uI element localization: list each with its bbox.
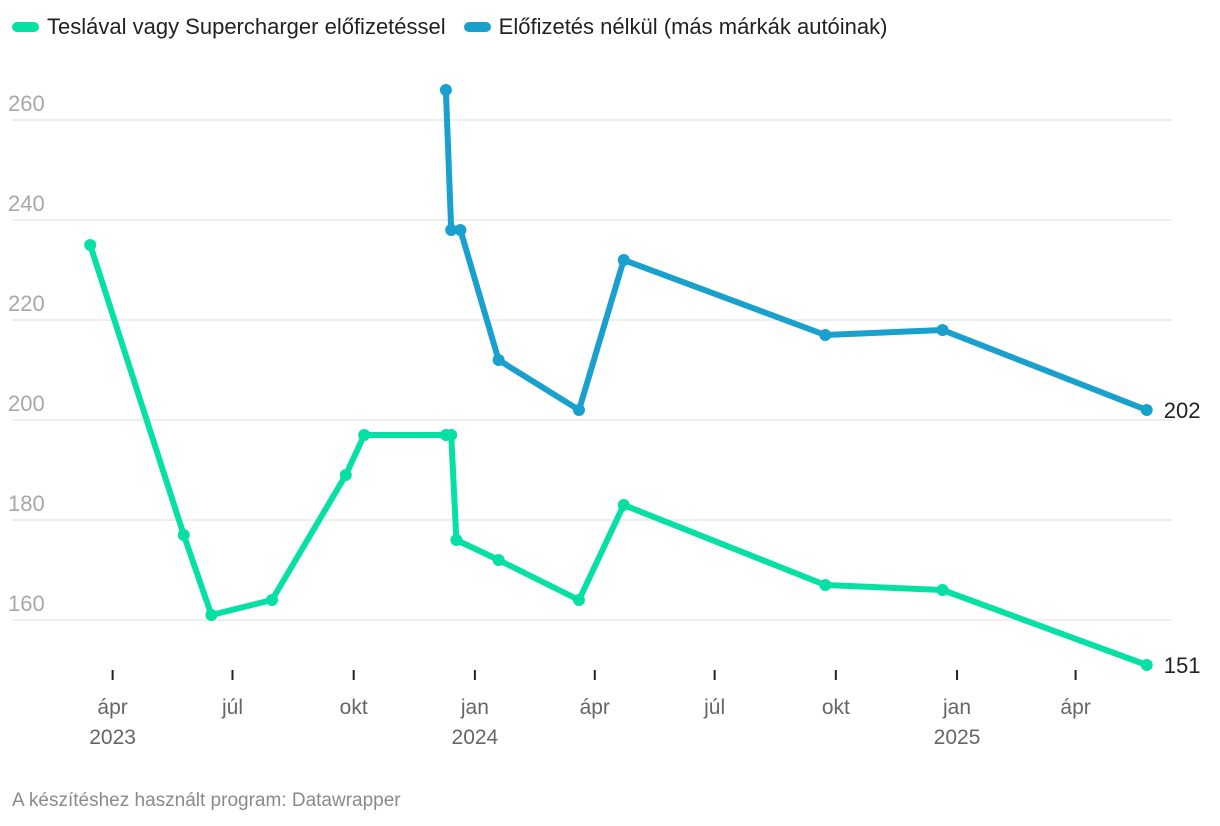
data-point: [819, 329, 832, 341]
legend: Teslával vagy Supercharger előfizetéssel…: [12, 14, 905, 40]
data-point: [572, 404, 585, 416]
x-tick-label: okt: [340, 696, 368, 719]
data-point: [492, 554, 505, 566]
data-point: [445, 429, 458, 441]
y-tick-label: 260: [8, 91, 45, 116]
series-line-0: [87, 242, 1150, 668]
data-point: [617, 254, 630, 266]
data-point: [936, 324, 949, 336]
x-tick-label: jan: [460, 696, 489, 719]
data-point: [454, 224, 467, 236]
x-tick-label: ápr: [97, 696, 127, 719]
footer-credit: A készítéshez használt program: Datawrap…: [12, 790, 401, 811]
data-points: [84, 84, 1153, 671]
legend-label-tesla: Teslával vagy Supercharger előfizetéssel: [47, 14, 446, 39]
data-point: [84, 239, 97, 251]
data-point: [819, 579, 832, 591]
data-point: [445, 224, 458, 236]
data-point: [205, 609, 218, 621]
x-tick-label: ápr: [580, 696, 610, 719]
y-tick-label: 200: [8, 391, 45, 416]
end-label-0: 151: [1164, 653, 1201, 678]
x-tick-year-label: 2025: [934, 726, 981, 749]
data-point: [617, 499, 630, 511]
data-point: [936, 584, 949, 596]
legend-item-tesla[interactable]: Teslával vagy Supercharger előfizetéssel: [12, 14, 446, 40]
data-point: [339, 469, 352, 481]
y-tick-label: 240: [8, 191, 45, 216]
data-point: [358, 429, 371, 441]
x-tick-year-label: 2024: [452, 726, 499, 749]
data-point: [266, 594, 279, 606]
data-point: [450, 534, 463, 546]
y-axis-ticks: 160 180 200 220 240 260: [8, 91, 45, 616]
legend-swatch-tesla: [12, 22, 39, 32]
x-tick-year-label: 2023: [89, 726, 136, 749]
legend-label-other: Előfizetés nélkül (más márkák autóinak): [498, 14, 888, 39]
series-line-1: [442, 87, 1150, 413]
data-point: [572, 594, 585, 606]
data-point: [439, 84, 452, 96]
data-point: [1140, 404, 1153, 416]
y-tick-label: 180: [8, 491, 45, 516]
y-tick-label: 160: [8, 591, 45, 616]
data-point: [492, 354, 505, 366]
legend-swatch-other: [463, 22, 491, 32]
x-tick-label: júl: [221, 696, 243, 719]
x-tick-label: ápr: [1060, 696, 1090, 719]
legend-item-other[interactable]: Előfizetés nélkül (más márkák autóinak): [463, 14, 888, 40]
x-tick-label: júl: [703, 696, 725, 719]
x-tick-label: jan: [942, 696, 971, 719]
x-axis-ticks: ápr 2023 júl okt jan 2024 ápr júl okt jan 2025 ápr: [89, 670, 1091, 749]
end-labels: 151 202: [1164, 398, 1201, 678]
end-label-1: 202: [1164, 398, 1201, 423]
y-tick-label: 220: [8, 291, 45, 316]
x-tick-label: okt: [822, 696, 850, 719]
data-point: [177, 529, 190, 541]
grid-lines: [12, 119, 1172, 621]
data-point: [1140, 659, 1153, 671]
series-lines: [87, 87, 1150, 668]
